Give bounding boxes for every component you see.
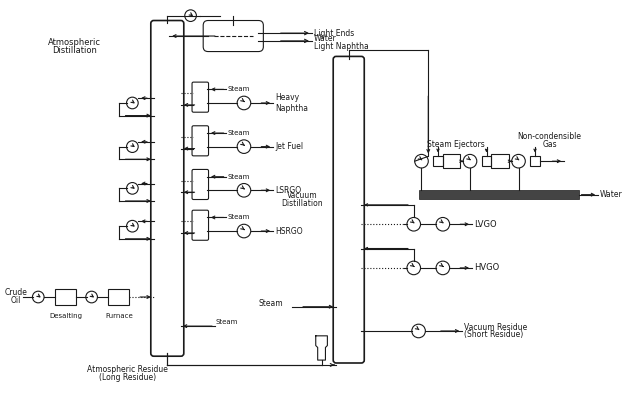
Text: Steam: Steam bbox=[228, 214, 250, 220]
Bar bbox=[482, 156, 491, 166]
Bar bbox=[55, 289, 76, 305]
Text: HVGO: HVGO bbox=[474, 264, 499, 272]
Bar bbox=[530, 156, 540, 166]
Bar bbox=[433, 156, 443, 166]
Bar bbox=[108, 289, 129, 305]
Text: Atmospheric: Atmospheric bbox=[47, 38, 100, 47]
Text: Steam: Steam bbox=[228, 174, 250, 180]
Text: HSRGO: HSRGO bbox=[275, 226, 303, 236]
Text: LSRGO: LSRGO bbox=[275, 186, 301, 195]
Text: Vacuum: Vacuum bbox=[287, 191, 318, 200]
Text: Jet Fuel: Jet Fuel bbox=[275, 142, 303, 151]
Text: Steam: Steam bbox=[258, 299, 283, 308]
Text: Steam: Steam bbox=[228, 86, 250, 92]
Text: Vacuum Residue: Vacuum Residue bbox=[464, 322, 527, 332]
Text: Distillation: Distillation bbox=[52, 46, 97, 55]
Text: Atmospheric Residue: Atmospheric Residue bbox=[87, 365, 168, 374]
Text: Gas: Gas bbox=[542, 140, 557, 149]
Text: Heavy
Naphtha: Heavy Naphtha bbox=[275, 93, 308, 113]
Text: Crude: Crude bbox=[4, 288, 27, 297]
Text: (Short Residue): (Short Residue) bbox=[464, 330, 524, 339]
Text: (Long Residue): (Long Residue) bbox=[99, 373, 156, 382]
Bar bbox=[419, 190, 578, 199]
Text: Non-condensible: Non-condensible bbox=[517, 132, 582, 142]
Text: Desalting: Desalting bbox=[49, 314, 82, 320]
Text: Oil: Oil bbox=[11, 296, 21, 306]
Bar bbox=[491, 154, 509, 168]
Bar bbox=[443, 154, 461, 168]
Text: Steam: Steam bbox=[228, 130, 250, 136]
Text: Steam: Steam bbox=[216, 319, 238, 325]
Text: Water: Water bbox=[600, 190, 623, 199]
Text: Light Ends: Light Ends bbox=[314, 29, 354, 38]
Text: Water: Water bbox=[314, 34, 336, 44]
Text: Furnace: Furnace bbox=[105, 314, 133, 320]
Text: Light Naphtha: Light Naphtha bbox=[314, 42, 369, 51]
Text: Steam Ejectors: Steam Ejectors bbox=[427, 140, 484, 149]
Text: LVGO: LVGO bbox=[474, 220, 497, 229]
Text: Distillation: Distillation bbox=[281, 199, 323, 208]
